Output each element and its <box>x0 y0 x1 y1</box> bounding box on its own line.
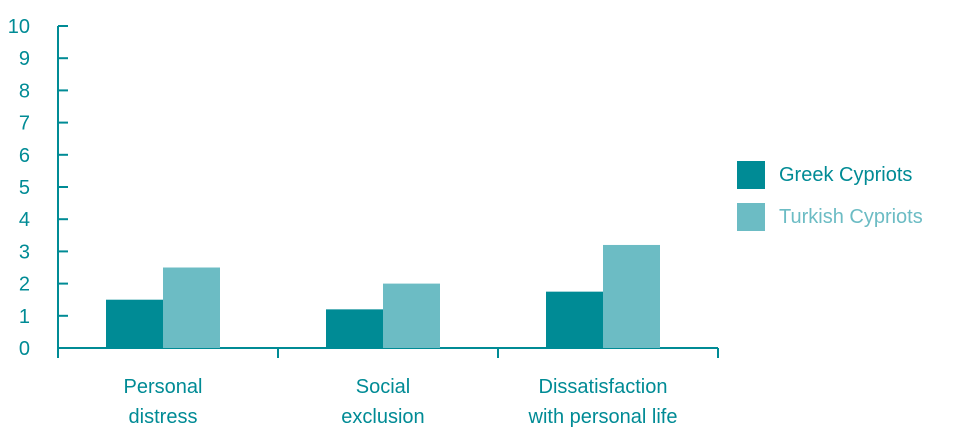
y-tick-label: 1 <box>19 306 30 328</box>
legend-item-greek-cypriots: Greek Cypriots <box>737 160 923 190</box>
y-tick-label: 7 <box>19 113 30 135</box>
bar-greek-cypriots <box>106 299 163 348</box>
y-tick-label: 5 <box>19 177 30 199</box>
x-tick-label: Social <box>356 376 410 398</box>
x-tick-labels: Personal distress Social exclusion Dissatisf… <box>124 376 678 428</box>
legend-label-greek-cypriots: Greek Cypriots <box>779 163 913 186</box>
y-tick-label: 0 <box>19 338 30 360</box>
y-axis: 0 1 2 3 4 5 6 7 8 9 10 <box>8 16 68 360</box>
y-tick-label: 2 <box>19 274 30 296</box>
bar-turkish-cypriots <box>383 283 440 348</box>
x-tick-label: distress <box>129 406 198 428</box>
y-tick-label: 8 <box>19 80 30 102</box>
x-tick-label: exclusion <box>341 406 424 428</box>
y-tick-label: 10 <box>8 16 30 38</box>
y-tick-label: 9 <box>19 48 30 70</box>
x-tick-label: with personal life <box>528 406 678 428</box>
legend-swatch-greek-cypriots <box>737 161 765 189</box>
legend-swatch-turkish-cypriots <box>737 203 765 231</box>
y-tick-label: 4 <box>19 209 30 231</box>
bar-greek-cypriots <box>326 309 383 348</box>
bars <box>106 244 660 348</box>
y-tick-label: 3 <box>19 241 30 263</box>
legend: Greek Cypriots Turkish Cypriots <box>737 160 923 244</box>
x-tick-label: Personal <box>124 376 203 398</box>
bar-greek-cypriots <box>546 291 603 348</box>
bar-turkish-cypriots <box>603 244 660 348</box>
legend-label-turkish-cypriots: Turkish Cypriots <box>779 205 923 228</box>
x-tick-label: Dissatisfaction <box>539 376 668 398</box>
y-tick-label: 6 <box>19 145 30 167</box>
legend-item-turkish-cypriots: Turkish Cypriots <box>737 202 923 232</box>
bar-turkish-cypriots <box>163 267 220 348</box>
x-axis <box>57 347 719 358</box>
